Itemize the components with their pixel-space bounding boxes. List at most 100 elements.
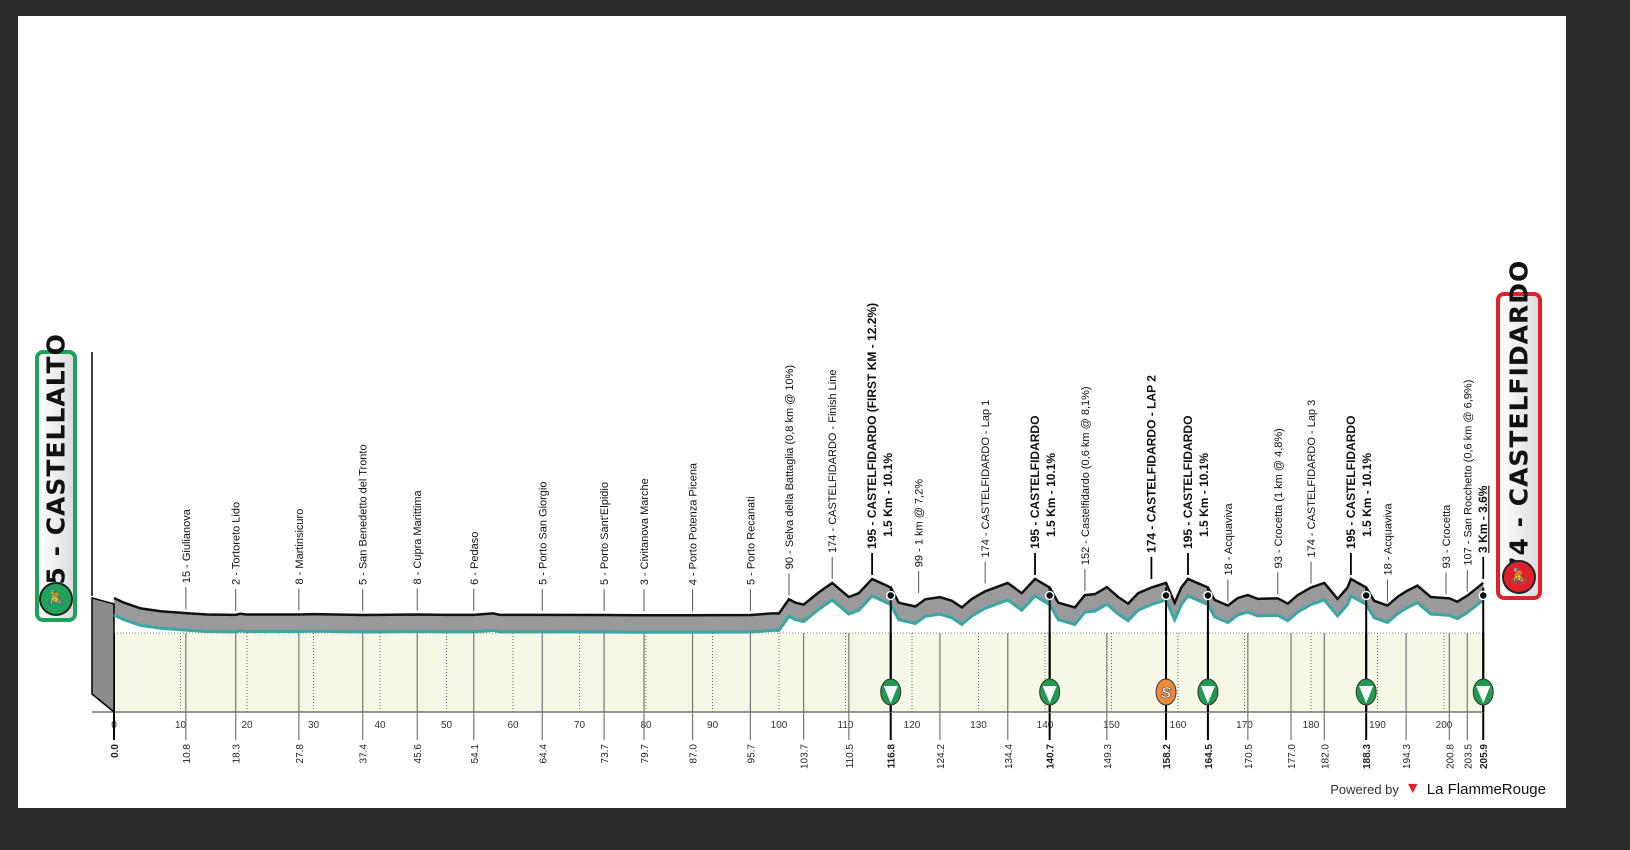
waypoint-name: 2 - Tortoreto Lido bbox=[231, 502, 243, 585]
waypoint-name: 18 - Acquaviva bbox=[1382, 503, 1394, 576]
km-marker-label: 205.9 bbox=[1479, 744, 1490, 769]
km-marker-label: 188.3 bbox=[1362, 744, 1373, 769]
waypoint-name: 5 - San Benedetto del Tronto bbox=[358, 444, 370, 585]
waypoint-label: 93 - Crocetta bbox=[1441, 504, 1453, 568]
x-tick-label: 100 bbox=[771, 720, 788, 731]
marker-dot bbox=[1478, 590, 1488, 601]
x-tick-label: 130 bbox=[970, 720, 987, 731]
km-marker-label: 200.8 bbox=[1445, 744, 1456, 769]
waypoint-label: 174 - CASTELFIDARDO - LAP 2 bbox=[1144, 375, 1158, 553]
waypoint-label: 174 - CASTELFIDARDO - Lap 3 bbox=[1306, 400, 1318, 558]
x-tick-label: 10 bbox=[175, 720, 187, 731]
elevation-chart: 0102030405060708090100110120130140150160… bbox=[91, 303, 1494, 769]
km-marker-label: 64.4 bbox=[538, 744, 549, 764]
ground-area bbox=[114, 633, 1484, 712]
waypoint-name: 99 - 1 km @ 7,2% bbox=[914, 479, 926, 567]
km-marker-label: 73.7 bbox=[600, 744, 611, 764]
waypoint-name: 93 - Crocetta (1 km @ 4,8%) bbox=[1273, 428, 1285, 568]
waypoint-climb-info: 1.5 Km - 10.1% bbox=[1197, 453, 1211, 537]
km-marker-label: 18.3 bbox=[232, 744, 243, 764]
waypoint-label: 4 - Porto Potenza Picena bbox=[688, 462, 700, 585]
waypoint-label: 3 Km - 3.6% bbox=[1476, 485, 1490, 553]
km-marker-label: 158.2 bbox=[1162, 744, 1173, 769]
waypoint-name: 8 - Martinsicuro bbox=[294, 509, 306, 585]
x-tick-label: 50 bbox=[441, 720, 453, 731]
waypoint-label: 18 - Acquaviva bbox=[1223, 503, 1235, 576]
x-tick-label: 180 bbox=[1303, 720, 1320, 731]
km-marker-label: 203.5 bbox=[1463, 744, 1474, 769]
km-marker-label: 45.6 bbox=[413, 744, 424, 764]
waypoint-label: 99 - 1 km @ 7,2% bbox=[914, 479, 926, 567]
km-marker-label: 164.5 bbox=[1204, 744, 1215, 769]
waypoint-label: 2 - Tortoreto Lido bbox=[231, 502, 243, 585]
marker-dot bbox=[1044, 590, 1055, 601]
waypoint-label: 18 - Acquaviva bbox=[1382, 503, 1394, 576]
x-tick-label: 70 bbox=[574, 720, 586, 731]
km-marker-label: 194.3 bbox=[1402, 744, 1413, 769]
x-tick-label: 170 bbox=[1236, 720, 1253, 731]
sprint-label: S bbox=[1161, 685, 1172, 702]
kom-triangle-icon bbox=[1476, 686, 1491, 703]
start-badge: 95 - CASTELLALTO 🚴 bbox=[35, 333, 77, 622]
waypoint-name: 195 - CASTELFIDARDO bbox=[1028, 416, 1042, 549]
x-tick-label: 160 bbox=[1170, 720, 1187, 731]
km-marker-label: 0.0 bbox=[110, 744, 121, 758]
waypoint-name: 174 - CASTELFIDARDO - Lap 1 bbox=[980, 400, 992, 558]
waypoint-name: 18 - Acquaviva bbox=[1223, 503, 1235, 576]
stage-profile: 0102030405060708090100110120130140150160… bbox=[18, 16, 1566, 808]
waypoint-label: 107 - San Rocchetto (0,6 km @ 6,9%) bbox=[1462, 380, 1474, 566]
x-tick-label: 120 bbox=[904, 720, 921, 731]
waypoint-name: 15 - Giulianova bbox=[181, 508, 193, 583]
km-marker-label: 10.8 bbox=[182, 744, 193, 764]
km-marker-label: 54.1 bbox=[470, 744, 481, 764]
waypoint-climb-info: 1.5 Km - 10.1% bbox=[881, 453, 895, 537]
waypoint-label: 5 - Porto Sant'Elpidio bbox=[599, 482, 611, 585]
km-marker-label: 177.0 bbox=[1287, 744, 1298, 769]
waypoint-name: 5 - Porto Sant'Elpidio bbox=[599, 482, 611, 585]
cyclist-icon: 🚴 bbox=[1502, 560, 1536, 594]
x-tick-label: 110 bbox=[838, 720, 854, 731]
waypoint-label: 152 - Castelfidardo (0,6 km @ 8,1%) bbox=[1080, 386, 1092, 565]
brand-name[interactable]: La FlammeRouge bbox=[1426, 780, 1546, 798]
waypoint-label: 174 - CASTELFIDARDO - Lap 1 bbox=[980, 400, 992, 558]
km-marker-label: 27.8 bbox=[295, 744, 306, 764]
waypoint-label: 5 - Porto San Giorgio bbox=[537, 482, 549, 585]
km-marker-label: 95.7 bbox=[746, 744, 757, 764]
sprint-icon bbox=[1155, 678, 1177, 706]
km-marker-label: 116.8 bbox=[887, 744, 898, 769]
km-marker-label: 37.4 bbox=[359, 744, 370, 764]
waypoint-name: 5 - Porto Recanati bbox=[745, 496, 757, 585]
km-marker-label: 170.5 bbox=[1244, 744, 1255, 769]
waypoint-name: 174 - CASTELFIDARDO - LAP 2 bbox=[1144, 375, 1158, 553]
waypoint-name: 4 - Porto Potenza Picena bbox=[688, 462, 700, 585]
cyclist-icon: 🚴 bbox=[39, 582, 73, 616]
km-marker-label: 87.0 bbox=[689, 744, 700, 764]
waypoint-label: 8 - Martinsicuro bbox=[294, 509, 306, 585]
waypoint-label: 195 - CASTELFIDARDO 1.5 Km - 10.1% bbox=[1028, 416, 1058, 549]
waypoint-climb-info: 1.5 Km - 10.1% bbox=[1044, 453, 1058, 537]
waypoint-label: 15 - Giulianova bbox=[181, 508, 193, 583]
km-marker-label: 134.4 bbox=[1004, 744, 1015, 769]
x-tick-label: 190 bbox=[1369, 720, 1386, 731]
waypoint-name: 107 - San Rocchetto (0,6 km @ 6,9%) bbox=[1462, 380, 1474, 566]
flamme-rouge-logo-icon: ▼ bbox=[1404, 780, 1421, 797]
start-label: 95 - CASTELLALTO bbox=[41, 333, 71, 603]
waypoint-label: 5 - San Benedetto del Tronto bbox=[358, 444, 370, 585]
x-tick-label: 200 bbox=[1436, 720, 1453, 731]
waypoint-name: 195 - CASTELFIDARDO bbox=[1344, 416, 1358, 549]
marker-dot bbox=[1203, 590, 1213, 601]
waypoint-name: 174 - CASTELFIDARDO - Lap 3 bbox=[1306, 400, 1318, 558]
km-marker-label: 124.2 bbox=[936, 744, 947, 769]
marker-dot bbox=[885, 590, 896, 601]
kom-triangle-icon bbox=[1200, 686, 1215, 703]
waypoint-name: 3 Km - 3.6% bbox=[1476, 485, 1490, 553]
waypoint-name: 195 - CASTELFIDARDO (FIRST KM - 12.2%) bbox=[865, 303, 879, 549]
waypoint-label: 6 - Pedaso bbox=[469, 532, 481, 585]
marker-dot bbox=[1161, 590, 1171, 601]
profile-line bbox=[113, 577, 1485, 617]
waypoint-label: 195 - CASTELFIDARDO 1.5 Km - 10.1% bbox=[1181, 416, 1211, 549]
x-tick-label: 20 bbox=[241, 720, 253, 731]
finish-badge: 174 - CASTELFIDARDO 🚴 bbox=[1496, 260, 1542, 600]
kom-triangle-icon bbox=[1359, 686, 1374, 703]
waypoint-label: 195 - CASTELFIDARDO (FIRST KM - 12.2%) 1.… bbox=[865, 303, 895, 549]
